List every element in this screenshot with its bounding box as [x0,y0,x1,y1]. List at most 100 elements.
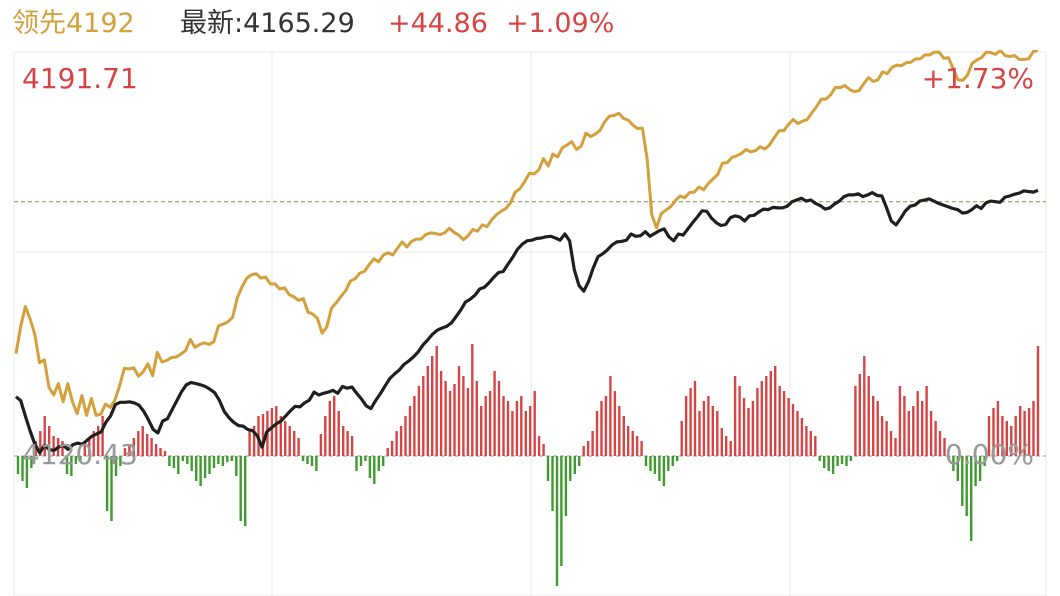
volume-bar [537,436,541,456]
volume-bar [595,411,599,456]
volume-bar [364,456,367,461]
volume-bar [880,416,884,456]
volume-bars [16,344,1040,586]
volume-bar [667,456,670,471]
volume-bar [177,456,180,474]
volume-bar [569,456,572,481]
volume-bar [288,426,291,456]
volume-bar [315,456,318,471]
volume-bar [765,376,768,456]
volume-bar [983,456,986,466]
volume-bar [653,456,657,474]
grid-lines [13,51,1047,596]
volume-bar [947,456,951,461]
volume-bar [903,396,906,456]
volume-bar [889,431,893,456]
volume-bar [658,456,661,481]
volume-bar [484,396,487,456]
volume-bar [293,431,296,456]
volume-bar [493,371,496,456]
volume-bar [573,456,576,474]
pct-max-label: +1.73% [922,62,1034,95]
volume-bar [778,386,781,456]
volume-bar [448,391,452,456]
volume-bar [208,456,211,474]
volume-bar [488,391,492,456]
volume-bar [497,381,501,456]
volume-bar [221,456,225,466]
volume-bar [39,431,42,456]
volume-bar [747,408,750,456]
volume-bar [1001,416,1004,456]
volume-bar [894,438,897,456]
header-bar: 领先4192 最新:4165.29 +44.86 +1.09% [0,0,1060,50]
volume-bar [310,456,314,466]
volume-bar [502,396,505,456]
volume-bar [457,366,461,456]
volume-bar [248,431,251,456]
volume-bar [408,406,412,456]
volume-bar [996,401,1000,456]
volume-bar [702,401,706,456]
volume-bar [235,456,238,476]
volume-bar [992,408,995,456]
volume-bar [30,456,33,468]
volume-bar [956,456,959,481]
volume-bar [858,374,861,456]
volume-bar [83,441,86,456]
volume-bar [154,444,158,456]
volume-bar [760,381,763,456]
volume-bar [1032,401,1035,456]
volume-bar [711,406,714,456]
volume-bar [186,456,189,464]
volume-bar [863,356,866,456]
volume-bar [524,411,527,456]
volume-bar [203,456,207,478]
volume-bar [119,456,122,466]
volume-bar [965,456,968,516]
volume-bar [551,456,554,511]
volume-bar [876,401,879,456]
volume-bar [74,456,78,464]
volume-bar [943,438,946,456]
volume-bar [190,456,193,471]
volume-bar [1027,408,1031,456]
volume-bar [970,456,973,541]
volume-bar [662,456,666,486]
volume-bar [132,438,135,456]
volume-bar [774,366,777,456]
volume-bar [751,401,755,456]
volume-bar [350,436,354,456]
volume-bar [582,446,585,456]
volume-bar [101,416,104,456]
volume-bar [199,456,202,486]
volume-bar [506,401,510,456]
volume-bar [769,371,772,456]
volume-bar [618,406,621,456]
volume-bar [689,388,692,456]
volume-bar [284,421,287,456]
volume-bar [533,391,536,456]
volume-bar [961,456,964,506]
intraday-chart[interactable]: 4191.71 4120.43 +1.73% 0.00% [0,50,1060,596]
volume-bar [872,396,875,456]
volume-bar [328,401,331,456]
volume-bar [796,411,799,456]
volume-bar [640,441,643,456]
volume-bar [974,456,977,486]
volume-bar [444,381,447,456]
volume-bar [123,448,127,456]
volume-bar [25,456,29,488]
volume-bar [912,406,915,456]
volume-bar [515,401,519,456]
volume-bar [836,456,839,466]
volume-bar [831,456,835,474]
volume-bar [529,406,532,456]
volume-bar [239,456,242,521]
volume-bar [987,416,991,456]
volume-bar [613,391,617,456]
volume-bar [217,456,220,464]
volume-bar [346,431,349,456]
volume-bar [306,456,309,464]
volume-bar [342,426,345,456]
